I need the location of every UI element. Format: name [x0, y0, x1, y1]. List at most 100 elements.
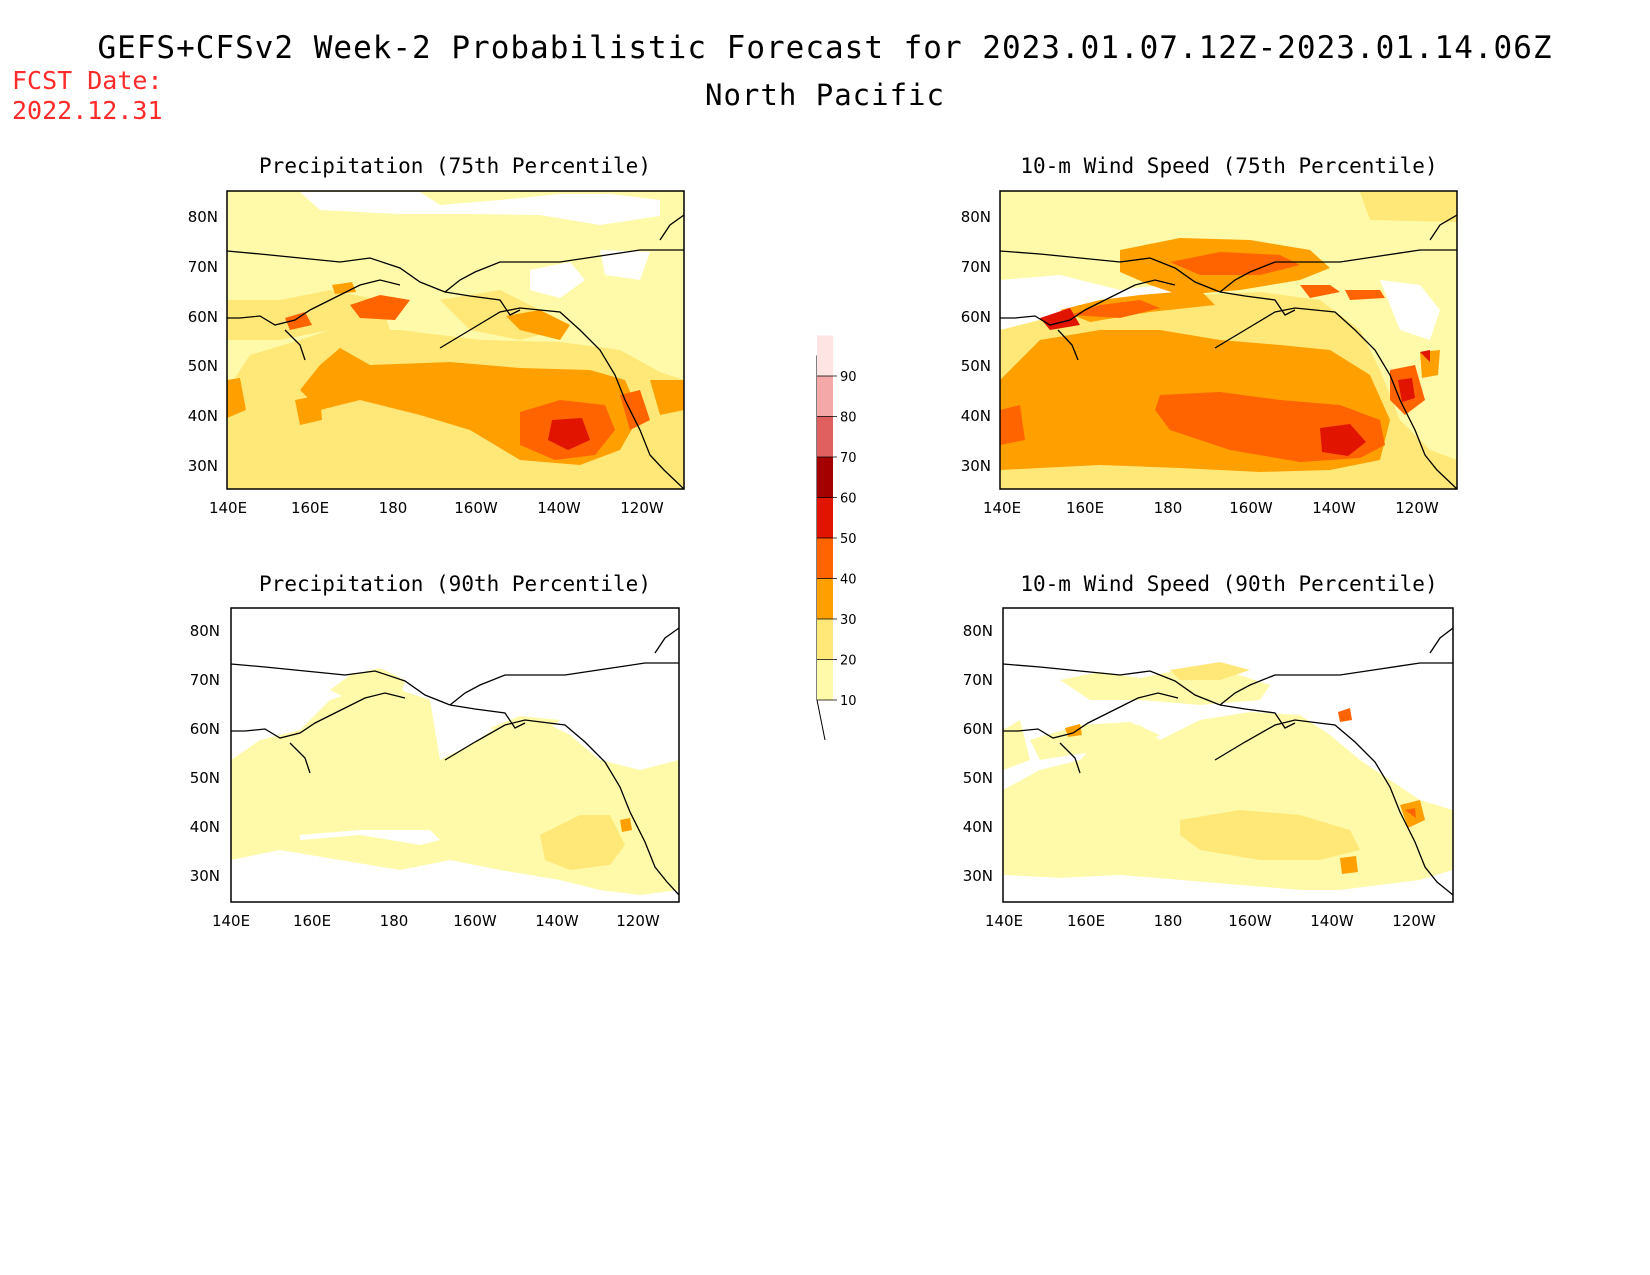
wind-90-shading: [1003, 608, 1453, 902]
colorbar-swatch: [817, 416, 833, 457]
lon-tick: 160W: [1228, 912, 1272, 930]
colorbar-label: 30: [840, 613, 857, 628]
lon-tick: 120W: [1392, 912, 1436, 930]
colorbar-swatch: [817, 659, 833, 700]
lon-tick: 140E: [212, 912, 250, 930]
lat-tick: 50N: [190, 769, 220, 787]
wind-75-frame: [999, 190, 1458, 490]
lat-tick: 50N: [961, 357, 991, 375]
lon-tick: 180: [379, 499, 408, 517]
wind-90-lon-ticks: 140E 160E 180 160W 140W 120W: [985, 912, 1436, 930]
lon-tick: 160E: [291, 499, 329, 517]
wind-75-lat-ticks: 80N 70N 60N 50N 40N 30N: [961, 208, 991, 475]
colorbar-label: 90: [840, 370, 857, 385]
lat-tick: 80N: [963, 622, 993, 640]
colorbar-swatch: [817, 578, 833, 619]
lon-tick: 140E: [209, 499, 247, 517]
lon-tick: 140W: [1312, 499, 1356, 517]
lat-tick: 70N: [961, 258, 991, 276]
colorbar-label: 10: [840, 694, 857, 709]
panel-title-precip-90: Precipitation (90th Percentile): [259, 572, 651, 596]
lat-tick: 70N: [190, 671, 220, 689]
precip-90-shading: [231, 608, 679, 902]
colorbar-label: 50: [840, 532, 857, 547]
lon-tick: 140E: [983, 499, 1021, 517]
colorbar-swatch: [817, 538, 833, 579]
lat-tick: 30N: [961, 457, 991, 475]
lon-tick: 140W: [535, 912, 579, 930]
wind-90-frame: [1002, 607, 1454, 903]
precip-75-lon-ticks: 140E 160E 180 160W 140W 120W: [209, 499, 664, 517]
lat-tick: 40N: [188, 407, 218, 425]
colorbar-label: 80: [840, 411, 857, 426]
lat-tick: 30N: [188, 457, 218, 475]
precip-75-frame: [226, 190, 685, 490]
lat-tick: 30N: [963, 867, 993, 885]
colorbar-labels: 10 20 30 40 50 60 70 80 90: [817, 370, 857, 709]
wind-75-lon-ticks: 140E 160E 180 160W 140W 120W: [983, 499, 1439, 517]
map-wind-75: 80N 70N 60N 50N 40N 30N 140E 160E 180 16…: [961, 190, 1458, 517]
lon-tick: 120W: [620, 499, 664, 517]
precip-75-shading: [227, 191, 684, 489]
forecast-date: FCST Date: 2022.12.31: [12, 66, 163, 126]
colorbar: 10 20 30 40 50 60 70 80 90: [816, 335, 857, 741]
lon-tick: 160E: [1066, 499, 1104, 517]
lat-tick: 60N: [188, 308, 218, 326]
colorbar-label: 70: [840, 451, 857, 466]
precip-90-lon-ticks: 140E 160E 180 160W 140W 120W: [212, 912, 660, 930]
lon-tick: 160W: [453, 912, 497, 930]
panel-title-wind-90: 10-m Wind Speed (90th Percentile): [1020, 572, 1437, 596]
precip-90-frame: [230, 607, 680, 903]
lat-tick: 50N: [188, 357, 218, 375]
lat-tick: 40N: [961, 407, 991, 425]
lon-tick: 180: [380, 912, 409, 930]
lat-tick: 60N: [961, 308, 991, 326]
panel-title-wind-75: 10-m Wind Speed (75th Percentile): [1020, 154, 1437, 178]
lon-tick: 120W: [616, 912, 660, 930]
lon-tick: 140W: [1310, 912, 1354, 930]
lon-tick: 140W: [537, 499, 581, 517]
wind-75-coastlines: [1000, 214, 1457, 489]
lat-tick: 70N: [188, 258, 218, 276]
lon-tick: 160W: [454, 499, 498, 517]
lon-tick: 180: [1154, 499, 1183, 517]
lat-tick: 70N: [963, 671, 993, 689]
lat-tick: 40N: [963, 818, 993, 836]
colorbar-swatch: [817, 457, 833, 498]
wind-75-shading: [1000, 191, 1457, 489]
map-precip-90: 80N 70N 60N 50N 40N 30N 140E 160E 180 16…: [190, 607, 680, 930]
map-precip-75: 80N 70N 60N 50N 40N 30N 140E 160E 180 16…: [188, 190, 685, 517]
precip-75-lat-ticks: 80N 70N 60N 50N 40N 30N: [188, 208, 218, 475]
lat-tick: 60N: [190, 720, 220, 738]
wind-90-coastlines: [1003, 627, 1453, 896]
colorbar-swatches: [817, 335, 833, 700]
forecast-date-value: 2022.12.31: [12, 96, 163, 125]
precip-90-lat-ticks: 80N 70N 60N 50N 40N 30N: [190, 622, 220, 885]
panel-title-precip-75: Precipitation (75th Percentile): [259, 154, 651, 178]
colorbar-swatch: [817, 335, 833, 376]
colorbar-swatch: [817, 619, 833, 660]
colorbar-label: 20: [840, 654, 857, 669]
forecast-date-label: FCST Date:: [12, 66, 163, 95]
wind-90-lat-ticks: 80N 70N 60N 50N 40N 30N: [963, 622, 993, 885]
region-subtitle: North Pacific: [705, 78, 945, 112]
lat-tick: 80N: [961, 208, 991, 226]
lat-tick: 30N: [190, 867, 220, 885]
map-wind-90: 80N 70N 60N 50N 40N 30N 140E 160E 180 16…: [963, 607, 1454, 930]
colorbar-label: 40: [840, 573, 857, 588]
precip-90-coastlines: [231, 627, 679, 896]
lat-tick: 80N: [188, 208, 218, 226]
lon-tick: 160W: [1229, 499, 1273, 517]
lon-tick: 180: [1154, 912, 1183, 930]
colorbar-swatch: [817, 497, 833, 538]
lat-tick: 40N: [190, 818, 220, 836]
colorbar-swatch: [817, 376, 833, 417]
lon-tick: 160E: [293, 912, 331, 930]
lon-tick: 160E: [1067, 912, 1105, 930]
lon-tick: 140E: [985, 912, 1023, 930]
colorbar-label: 60: [840, 492, 857, 507]
lat-tick: 60N: [963, 720, 993, 738]
precip-75-coastlines: [227, 214, 684, 489]
lat-tick: 50N: [963, 769, 993, 787]
